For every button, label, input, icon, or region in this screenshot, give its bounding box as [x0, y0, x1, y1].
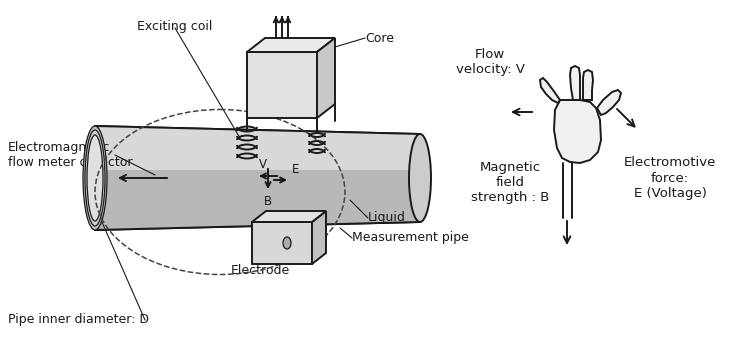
Polygon shape: [597, 90, 621, 115]
Ellipse shape: [85, 130, 105, 226]
Polygon shape: [317, 38, 335, 118]
Polygon shape: [312, 211, 326, 264]
Text: Pipe inner diameter: D: Pipe inner diameter: D: [8, 314, 149, 327]
Polygon shape: [540, 78, 560, 103]
Ellipse shape: [87, 135, 103, 221]
Text: field: field: [496, 176, 524, 189]
Text: force:: force:: [651, 172, 689, 184]
Text: Measurement pipe: Measurement pipe: [352, 231, 469, 245]
Ellipse shape: [283, 237, 291, 249]
Text: velocity: V: velocity: V: [455, 63, 524, 77]
Ellipse shape: [83, 126, 107, 230]
Polygon shape: [554, 100, 601, 163]
Text: Electrode: Electrode: [230, 264, 290, 276]
Polygon shape: [570, 66, 580, 100]
Polygon shape: [95, 170, 420, 230]
Text: Flow: Flow: [475, 49, 506, 62]
Text: Liquid: Liquid: [368, 211, 406, 224]
Text: Magnetic: Magnetic: [479, 161, 541, 175]
Text: Electromotive: Electromotive: [624, 156, 716, 169]
Polygon shape: [247, 38, 335, 52]
Text: E: E: [292, 163, 299, 176]
Text: Electromagnetic: Electromagnetic: [8, 141, 110, 154]
Ellipse shape: [409, 134, 431, 222]
Text: E (Voltage): E (Voltage): [634, 187, 706, 199]
Polygon shape: [583, 70, 593, 100]
Text: strength : B: strength : B: [471, 191, 549, 204]
Polygon shape: [95, 126, 420, 170]
Text: Exciting coil: Exciting coil: [137, 20, 213, 33]
Polygon shape: [247, 52, 317, 118]
Polygon shape: [252, 222, 312, 264]
Text: Core: Core: [365, 32, 394, 44]
Text: V: V: [259, 158, 267, 171]
Text: B: B: [264, 195, 272, 208]
Polygon shape: [252, 211, 326, 222]
Text: flow meter detector: flow meter detector: [8, 155, 133, 168]
